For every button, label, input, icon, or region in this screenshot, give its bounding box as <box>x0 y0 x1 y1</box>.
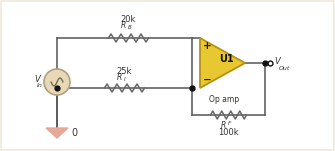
Text: R: R <box>221 121 226 130</box>
Text: Op amp: Op amp <box>209 95 240 104</box>
Text: 100k: 100k <box>218 128 239 137</box>
Text: F: F <box>227 121 230 126</box>
Text: R: R <box>121 21 127 30</box>
Text: 25k: 25k <box>117 67 132 76</box>
Text: Out: Out <box>279 66 290 71</box>
Text: +: + <box>203 41 211 51</box>
Text: V: V <box>274 56 280 66</box>
Text: 20k: 20k <box>121 15 136 24</box>
Polygon shape <box>200 38 245 88</box>
Text: 0: 0 <box>71 128 77 138</box>
Text: In: In <box>37 83 43 88</box>
Text: U1: U1 <box>219 54 234 64</box>
Text: R: R <box>117 73 123 82</box>
Circle shape <box>44 69 70 95</box>
FancyBboxPatch shape <box>2 2 333 149</box>
Text: B: B <box>128 25 131 30</box>
Text: I: I <box>124 77 125 82</box>
Polygon shape <box>46 128 68 138</box>
Text: V: V <box>34 74 40 84</box>
Text: −: − <box>203 75 211 85</box>
